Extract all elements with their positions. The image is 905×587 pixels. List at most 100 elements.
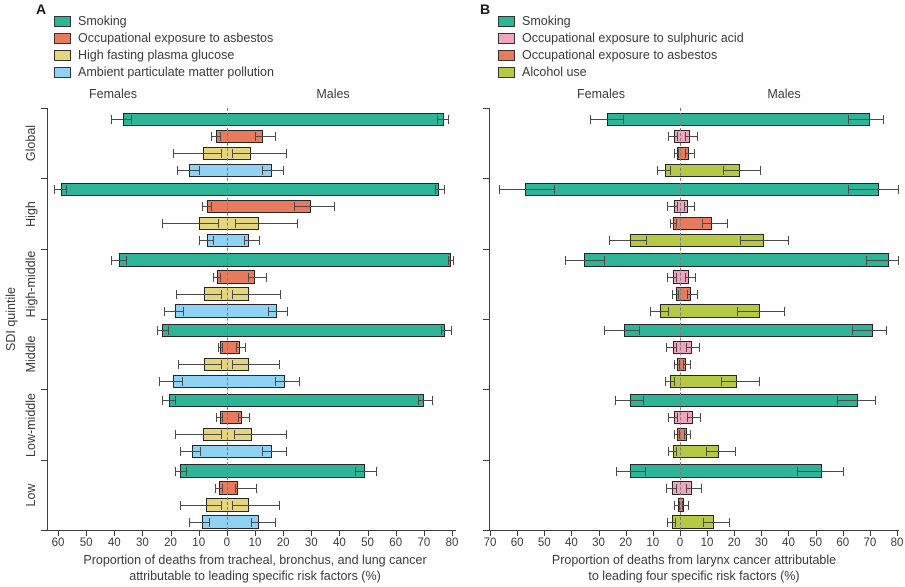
error-cap-female [200,447,202,457]
error-cap-male [759,166,761,175]
error-cap-male [256,483,258,493]
error-bar-female [215,417,223,419]
bar-a-0-0 [122,112,444,126]
error-bar-female [665,487,676,489]
error-cap-male [685,132,687,141]
x-tick-label-a: 40 [107,537,121,549]
error-cap-male [698,343,700,352]
error-cap-female [609,236,611,246]
error-bar-male [232,364,279,365]
error-cap-female [211,202,213,212]
error-cap-male [848,115,850,124]
error-bar-male [262,170,284,171]
error-bar-male [684,434,690,436]
error-cap-male [443,185,445,195]
error-bar-female [201,206,212,208]
error-cap-female [131,115,133,124]
error-bar-female [666,276,677,278]
error-cap-male [684,430,685,440]
error-cap-female [186,466,188,476]
y-group-tick-b [483,248,489,250]
error-bar-male [232,293,281,295]
bar-a-0-3 [188,163,272,177]
error-bar-female [111,259,126,261]
x-tick-b [761,531,763,536]
legend-swatch [54,50,71,61]
error-bar-female [650,310,668,312]
error-cap-female [644,466,646,476]
x-axis-title-a-line1: Proportion of deaths from tracheal, bron… [83,553,427,567]
error-cap-male [720,377,722,386]
error-cap-female [159,377,161,386]
x-axis-title-a-line2: attributable to leading specific risk fa… [129,569,381,584]
error-bar-female [564,259,604,261]
error-bar-male [682,504,689,506]
legend-item: Smoking [54,15,274,28]
legend-swatch [54,67,71,78]
bar-b-2-0 [583,253,889,267]
error-bar-male [232,504,279,506]
y-group-tick-a [41,319,47,320]
x-tick-label-a: 80 [445,537,459,549]
x-tick-label-b: 80 [890,537,904,549]
error-bar-male [683,364,690,365]
error-cap-female [614,396,616,406]
error-cap-male [697,132,699,141]
legend-label: Occupational exposure to sulphuric acid [522,31,744,45]
error-cap-female [656,166,658,175]
error-cap-female [666,517,668,527]
females-header-a: Females [89,87,137,101]
error-cap-female [188,517,190,527]
error-cap-female [667,306,669,316]
x-tick-b [815,531,817,536]
error-cap-male [274,132,276,141]
error-bar-male [247,276,267,278]
error-cap-female [671,289,673,299]
error-cap-male [700,413,701,423]
x-tick-a [367,531,369,536]
error-cap-female [622,115,624,124]
x-tick-label-a: 20 [164,537,177,549]
error-bar-female [667,451,676,453]
error-bar-male [702,521,729,523]
error-cap-female [162,396,164,406]
x-tick-label-a: 20 [276,537,290,549]
error-cap-female [215,413,217,423]
error-cap-female [673,149,675,158]
error-cap-female [499,185,501,195]
error-cap-male [283,166,285,175]
error-cap-female [221,343,223,352]
error-cap-male [694,272,696,282]
x-tick-b [707,531,709,536]
error-bar-female [162,223,219,225]
error-cap-female [156,326,158,335]
error-bar-female [176,293,222,295]
x-tick-b [625,531,627,536]
error-bar-male [267,310,288,312]
error-bar-male [686,293,697,295]
group-label-global: Global [24,125,38,162]
error-cap-female [198,236,200,246]
error-cap-female [678,430,680,440]
x-tick-b [544,531,546,536]
y-spine-b [489,108,490,530]
error-cap-male [278,500,280,510]
legend-label: Occupational exposure to asbestos [78,31,274,45]
legend-item: Ambient particulate matter pollution [54,66,274,79]
error-cap-male [694,149,696,158]
error-cap-female [221,500,223,510]
males-header-b: Males [767,87,801,101]
error-cap-female [677,289,679,299]
error-cap-male [262,166,264,175]
error-bar-female [609,240,646,242]
error-cap-male [700,483,702,493]
error-cap-female [217,343,219,352]
error-bar-male [686,417,700,419]
error-cap-male [453,255,455,265]
error-cap-female [673,430,675,440]
error-cap-male [688,500,690,510]
error-bar-female [667,417,677,419]
error-cap-female [176,289,178,299]
y-group-tick-a [41,108,47,109]
